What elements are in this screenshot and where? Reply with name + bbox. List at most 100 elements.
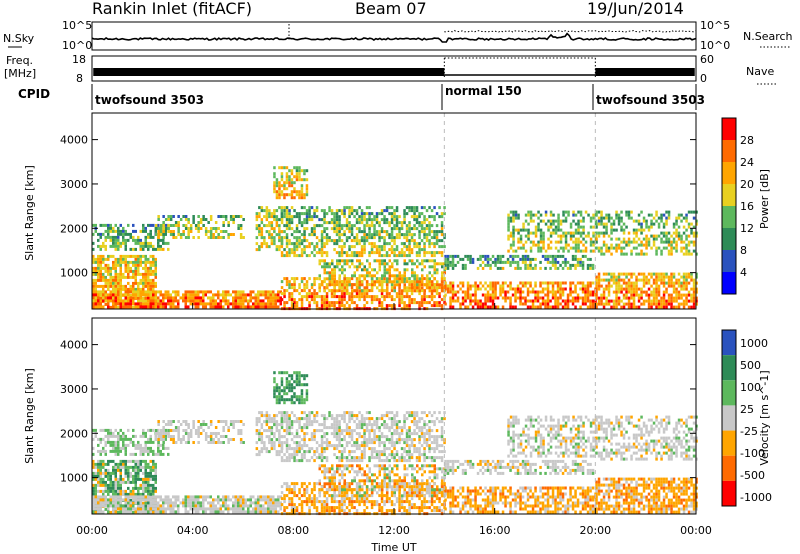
power-cell (388, 274, 391, 278)
power-cell (672, 287, 676, 291)
power-cell (423, 218, 426, 222)
power-cell (474, 293, 477, 297)
power-cell (303, 245, 306, 249)
power-cell (315, 251, 319, 255)
nave-label: Nave (746, 65, 774, 78)
power-cell (351, 283, 354, 287)
power-cell (514, 249, 518, 253)
power-cell (561, 287, 565, 291)
power-cell (436, 286, 439, 290)
power-cell (571, 281, 575, 285)
power-cell (682, 240, 686, 244)
power-cell (519, 290, 522, 294)
power-cell (622, 296, 626, 300)
power-cell (521, 254, 525, 258)
power-cell (501, 305, 505, 309)
power-cell (682, 272, 686, 276)
velocity-cell (114, 510, 117, 514)
power-cell (239, 227, 243, 230)
power-cell (650, 302, 653, 306)
power-cell (592, 231, 595, 235)
power-cell (214, 227, 218, 230)
power-cell (345, 206, 349, 210)
power-cell (652, 302, 656, 306)
power-cell (338, 230, 341, 234)
power-cell (425, 209, 429, 213)
power-cell (662, 278, 666, 282)
power-cell (167, 218, 170, 221)
power-cell (272, 305, 275, 309)
power-cell (428, 289, 431, 293)
power-cell (313, 212, 316, 216)
power-cell (350, 233, 354, 237)
power-cell (97, 296, 100, 300)
power-cell (270, 224, 274, 228)
power-cell (551, 281, 555, 285)
power-cell (675, 231, 678, 235)
velocity-cell (149, 483, 152, 487)
power-cell (512, 216, 515, 220)
power-cell (690, 252, 693, 256)
power-cell (627, 210, 631, 214)
power-cell (625, 302, 628, 306)
power-cell (398, 292, 401, 296)
power-cell (102, 293, 105, 297)
power-cell (511, 293, 515, 297)
power-cell (539, 219, 543, 223)
power-cell (692, 216, 696, 220)
power-cell (507, 234, 510, 238)
power-cell (383, 215, 386, 219)
power-cell (375, 295, 379, 299)
power-cell (117, 257, 120, 261)
power-cell (529, 290, 532, 294)
power-cell (326, 265, 329, 269)
power-cell (283, 184, 286, 188)
power-cell (539, 305, 542, 309)
power-cell (239, 299, 242, 303)
power-cell (559, 228, 563, 232)
power-cell (365, 301, 369, 305)
power-cell (187, 221, 190, 224)
power-cell (97, 302, 100, 306)
power-cell (348, 221, 351, 225)
power-cell (239, 302, 242, 306)
power-cell (582, 228, 585, 232)
power-cell (310, 227, 314, 231)
power-cell (526, 299, 530, 303)
power-cell (547, 225, 550, 229)
power-cell (440, 277, 444, 281)
power-cell (360, 236, 364, 240)
power-cell (154, 266, 157, 270)
power-cell (310, 233, 314, 237)
power-cell (197, 215, 200, 218)
power-cell (378, 236, 381, 240)
power-cell (275, 196, 279, 200)
power-cell (491, 299, 495, 303)
power-cell (690, 228, 693, 232)
power-cell (456, 296, 460, 300)
power-cell (323, 227, 326, 231)
power-cell (356, 268, 359, 272)
power-cell (174, 293, 177, 297)
power-cell (471, 257, 475, 261)
velocity-cell (129, 489, 132, 493)
power-cell (187, 299, 190, 303)
power-cell (298, 218, 301, 222)
power-cell (655, 252, 658, 256)
power-cell (363, 239, 366, 243)
power-cell (124, 287, 127, 291)
power-cell (159, 302, 162, 306)
power-cell (341, 271, 344, 275)
power-cell (358, 259, 361, 263)
power-cell (423, 236, 426, 240)
power-cell (285, 227, 289, 231)
power-cell (129, 269, 132, 273)
power-cell (338, 286, 341, 290)
power-cell (117, 232, 120, 236)
power-cell (92, 293, 95, 297)
power-cell (685, 278, 688, 282)
velocity-cell (112, 431, 115, 435)
power-cell (290, 218, 294, 222)
noise-panel: N.Sky 10^5 10^0 10^5 10^0 N.Search (3, 19, 793, 52)
power-cell (308, 242, 311, 246)
